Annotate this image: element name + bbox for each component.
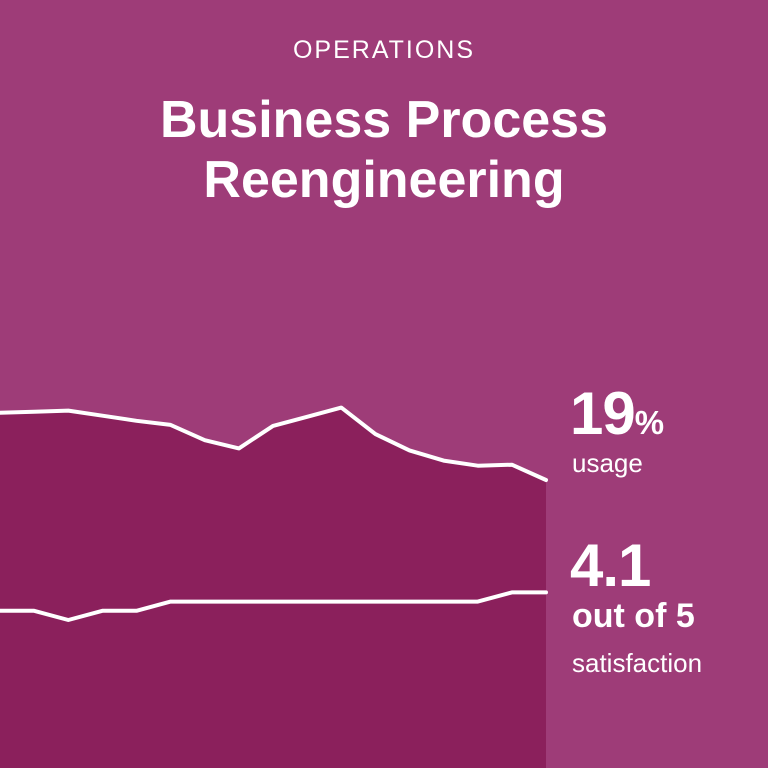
usage-label: usage bbox=[572, 448, 643, 478]
usage-value: 19 bbox=[570, 380, 636, 447]
satisfaction-scale: out of 5 bbox=[572, 597, 695, 635]
usage-area bbox=[0, 407, 546, 768]
satisfaction-value: 4.1 bbox=[570, 532, 651, 599]
usage-unit: % bbox=[634, 404, 665, 441]
page-title: Business Process Reengineering bbox=[159, 91, 609, 209]
usage-stat: 19% bbox=[570, 384, 664, 453]
satisfaction-line bbox=[0, 590, 548, 622]
satisfaction-label: satisfaction bbox=[572, 648, 703, 678]
usage-line bbox=[0, 405, 548, 482]
category-kicker: OPERATIONS bbox=[292, 36, 476, 64]
